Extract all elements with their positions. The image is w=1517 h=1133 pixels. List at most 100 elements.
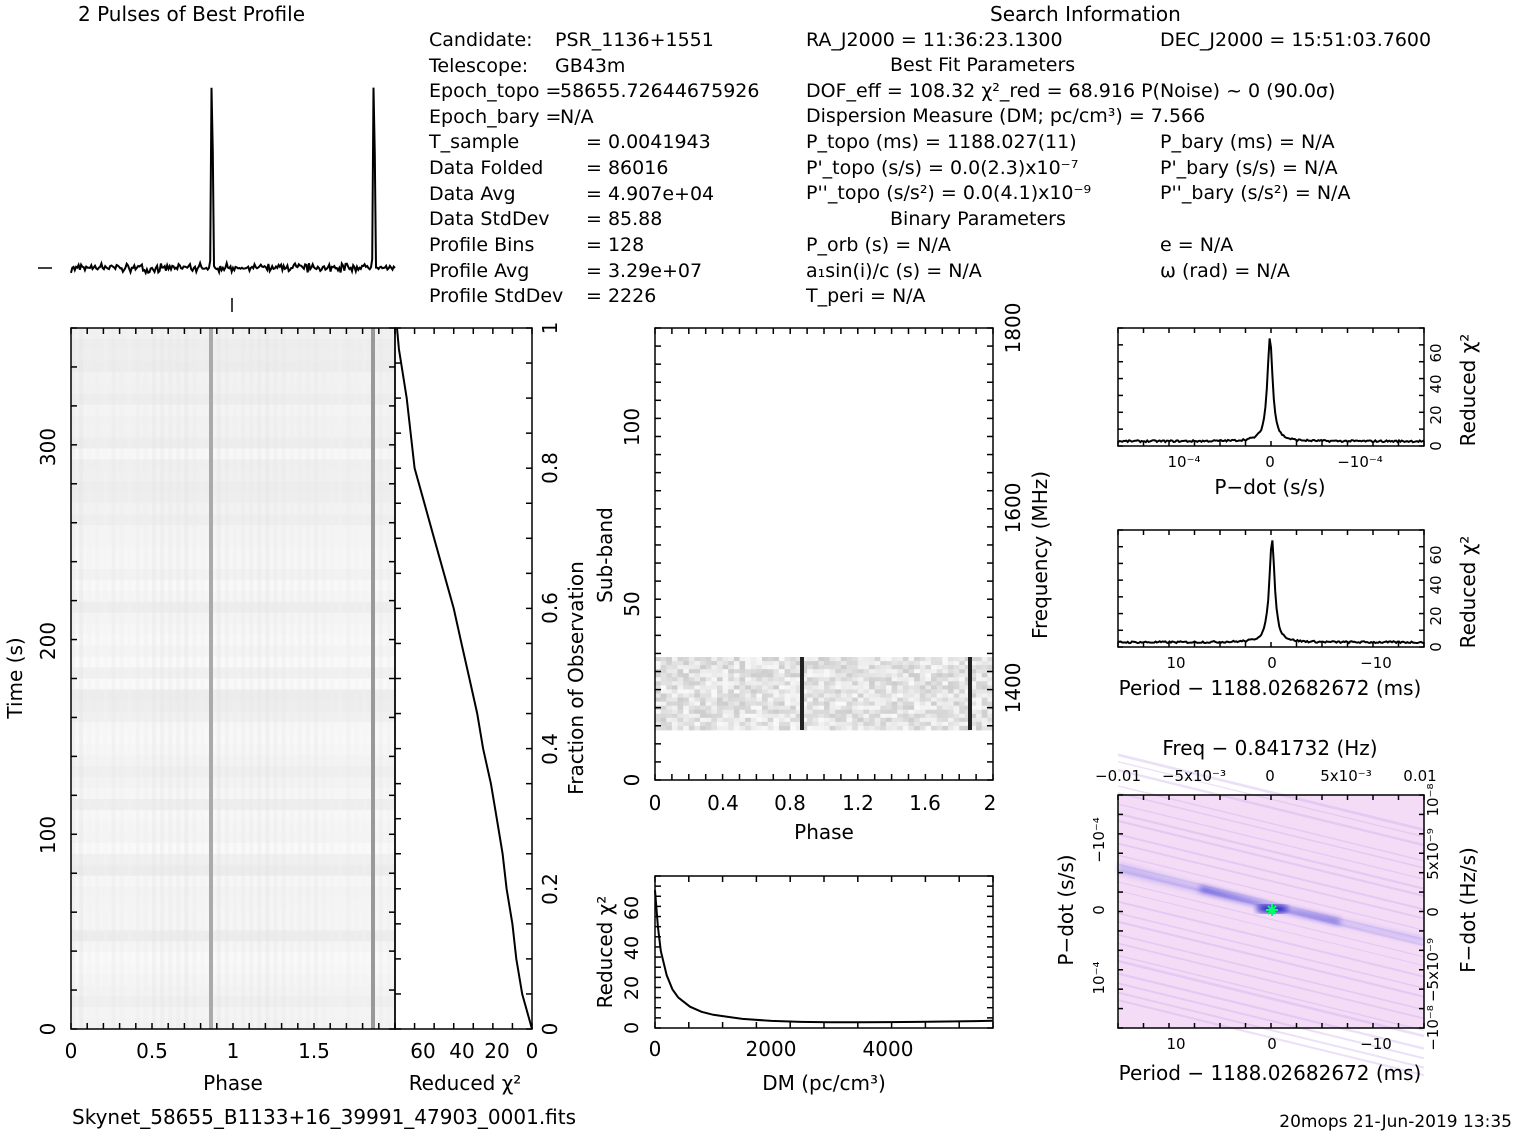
subband-cell	[745, 709, 752, 715]
subband-cell	[846, 717, 853, 723]
subband-cell	[824, 677, 830, 682]
subband-cell	[902, 717, 909, 723]
period-pdot-top-tick-1: −5x10⁻³	[1162, 767, 1226, 785]
subband-cell	[717, 661, 723, 666]
subband-cell	[688, 697, 695, 703]
subband-cell	[947, 709, 954, 715]
subband-ytick-100: 100	[620, 408, 644, 446]
subband-cell	[762, 709, 768, 715]
time-phase-row	[71, 744, 395, 756]
time-phase-row	[71, 459, 395, 471]
subband-cell	[655, 701, 661, 707]
chi2-period-ytick-40: 40	[1427, 575, 1445, 594]
subband-cell	[767, 721, 774, 727]
subband-cell	[762, 669, 768, 674]
subband-cell	[722, 705, 729, 711]
subband-cell	[784, 701, 791, 707]
subband-cell	[807, 681, 814, 686]
subband-cell	[840, 685, 847, 690]
subband-cell	[756, 701, 763, 707]
subband-cell	[964, 713, 971, 719]
binary-title: Binary Parameters	[890, 208, 1066, 230]
subband-cell	[801, 657, 808, 662]
subband-cell	[919, 665, 926, 670]
subband-cell	[840, 673, 847, 678]
subband-cell	[886, 693, 892, 698]
subband-cell	[829, 673, 836, 678]
pddbary-text: P''_bary (s/s²) = N/A	[1160, 182, 1350, 204]
subband-cell	[660, 677, 667, 682]
subband-cell	[947, 681, 954, 686]
chi2-pdot-curve	[1117, 338, 1425, 444]
subband-cell	[824, 689, 830, 694]
chi2-time-ytick-08: 0.8	[538, 452, 562, 484]
subband-cell	[756, 669, 763, 674]
subband-cell	[902, 669, 909, 674]
subband-cell	[835, 701, 842, 707]
subband-cell	[874, 721, 881, 727]
time-phase-ytick-200: 200	[36, 622, 60, 660]
subband-cell	[784, 669, 791, 674]
subband-cell	[773, 721, 780, 727]
subband-cell	[942, 657, 949, 662]
subband-cell	[671, 717, 678, 723]
subband-phase-plot: 0 0.4 0.8 1.2 1.6 2 Phase 0 50 100 Sub-b…	[593, 303, 1052, 844]
time-phase-plot: 0 0.5 1 1.5 Phase 0 100 200 300 Time (s)	[3, 327, 396, 1095]
subband-cell	[902, 697, 909, 703]
subband-cell	[863, 689, 870, 694]
subband-cell	[745, 701, 752, 707]
subband-cell	[694, 717, 701, 723]
subband-cell	[942, 717, 949, 723]
tperi-text: T_peri = N/A	[805, 285, 926, 307]
subband-cell	[705, 713, 712, 719]
subband-cell	[914, 677, 921, 682]
time-phase-ytick-0: 0	[36, 1023, 60, 1036]
subband-cell	[677, 693, 684, 698]
subband-cell	[891, 717, 898, 723]
time-phase-row	[71, 985, 395, 997]
subband-cell	[655, 697, 661, 703]
time-phase-column	[257, 328, 262, 1029]
time-phase-ytick-100: 100	[36, 816, 60, 854]
time-phase-row	[71, 733, 395, 745]
period-pdot-xlabel: Period − 1188.02682672 (ms)	[1119, 1061, 1422, 1085]
subband-cell	[880, 657, 887, 662]
subband-cell	[711, 689, 718, 694]
subband-cell	[767, 673, 774, 678]
subband-cell	[688, 701, 695, 707]
subband-cell	[976, 717, 983, 723]
candidate-value: PSR_1136+1551	[555, 29, 714, 51]
subband-ytick-0: 0	[620, 774, 644, 787]
subband-cell	[812, 685, 819, 690]
period-pdot-ticks	[1117, 794, 1425, 1029]
subband-cell	[762, 689, 768, 694]
subband-cell	[976, 713, 983, 719]
subband-cell	[914, 669, 921, 674]
period-pdot-plot: Freq − 0.841732 (Hz) −0.01 −5x10⁻³ 0 5x1…	[1054, 736, 1480, 1085]
subband-cell	[784, 657, 791, 662]
subband-cell	[801, 665, 808, 670]
subband-cell	[733, 677, 740, 682]
subband-cell	[818, 689, 825, 694]
subband-cell	[666, 689, 673, 694]
time-phase-row	[71, 404, 395, 417]
subband-cell	[784, 725, 791, 731]
subband-cell	[947, 677, 954, 682]
subband-cell	[722, 693, 729, 698]
subband-cell	[874, 657, 881, 662]
subband-cell	[683, 681, 690, 686]
subband-cell	[964, 697, 971, 703]
period-pdot-stripe	[1117, 792, 1425, 869]
subband-cell	[717, 669, 723, 674]
time-phase-column	[305, 328, 310, 1029]
subband-cell	[897, 705, 904, 711]
subband-cell	[852, 681, 859, 686]
subband-cell	[874, 697, 881, 703]
subband-cell	[745, 717, 752, 723]
subband-cell	[705, 721, 712, 727]
dec-text: DEC_J2000 = 15:51:03.7600	[1160, 29, 1431, 51]
subband-cell	[908, 665, 915, 670]
subband-cell	[925, 681, 932, 686]
time-phase-pulse-1	[209, 328, 213, 1029]
subband-cell	[942, 701, 949, 707]
